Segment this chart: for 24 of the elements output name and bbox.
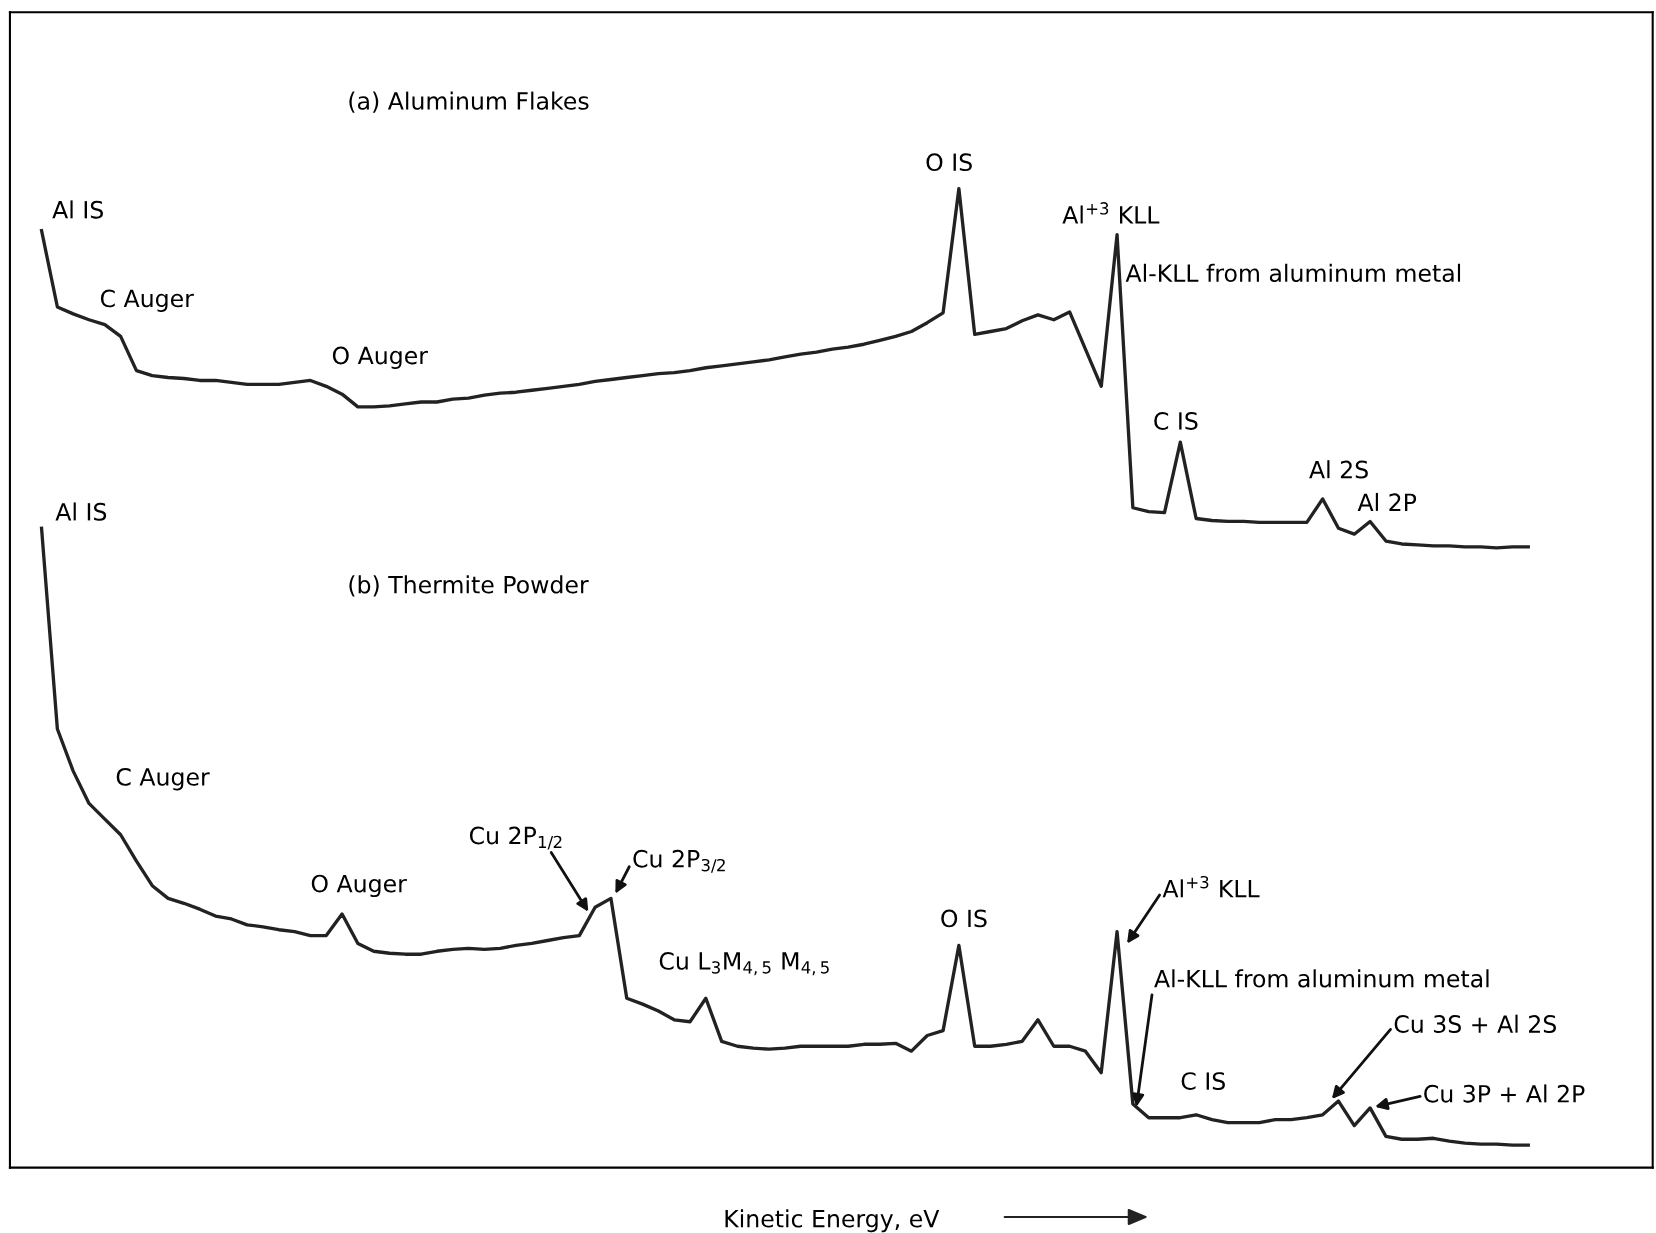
annotation: C IS — [1154, 412, 1198, 430]
annotation: Cu 3P + Al 2P — [1424, 1084, 1585, 1103]
annotation: O IS — [941, 909, 987, 928]
text: (a) Aluminum Flakes — [349, 91, 589, 113]
annotation: Al-KLL from aluminum metal — [1154, 969, 1489, 988]
annotation: O Auger — [311, 874, 407, 898]
annotation: Al IS — [55, 502, 107, 521]
annotation: Al$^{+3}$ KLL — [1162, 875, 1260, 898]
annotation: O Auger — [332, 346, 428, 369]
annotation: C IS — [1181, 1072, 1225, 1091]
annotation: Al$^{+3}$ KLL — [1062, 202, 1160, 224]
annotation: Al 2P — [1357, 492, 1417, 511]
annotation: C Auger — [116, 767, 210, 791]
annotation: C Auger — [100, 289, 194, 312]
annotation: (b) Thermite Powder — [349, 575, 589, 597]
annotation: Al 2S — [1309, 460, 1368, 479]
text: O IS — [926, 153, 972, 172]
annotation: Cu 2P$_{3/2}$ — [633, 849, 725, 873]
annotation: Cu 2P$_{1/2}$ — [469, 826, 562, 850]
x-axis-title: Kinetic Energy, eV — [725, 1209, 940, 1233]
annotation: Cu L$_{3}$M$_{4,5}$ M$_{4,5}$ — [659, 952, 829, 976]
annotation: Al IS — [52, 200, 103, 219]
annotation: Al-KLL from aluminum metal — [1125, 263, 1461, 283]
annotation: Cu 3S + Al 2S — [1394, 1014, 1556, 1033]
